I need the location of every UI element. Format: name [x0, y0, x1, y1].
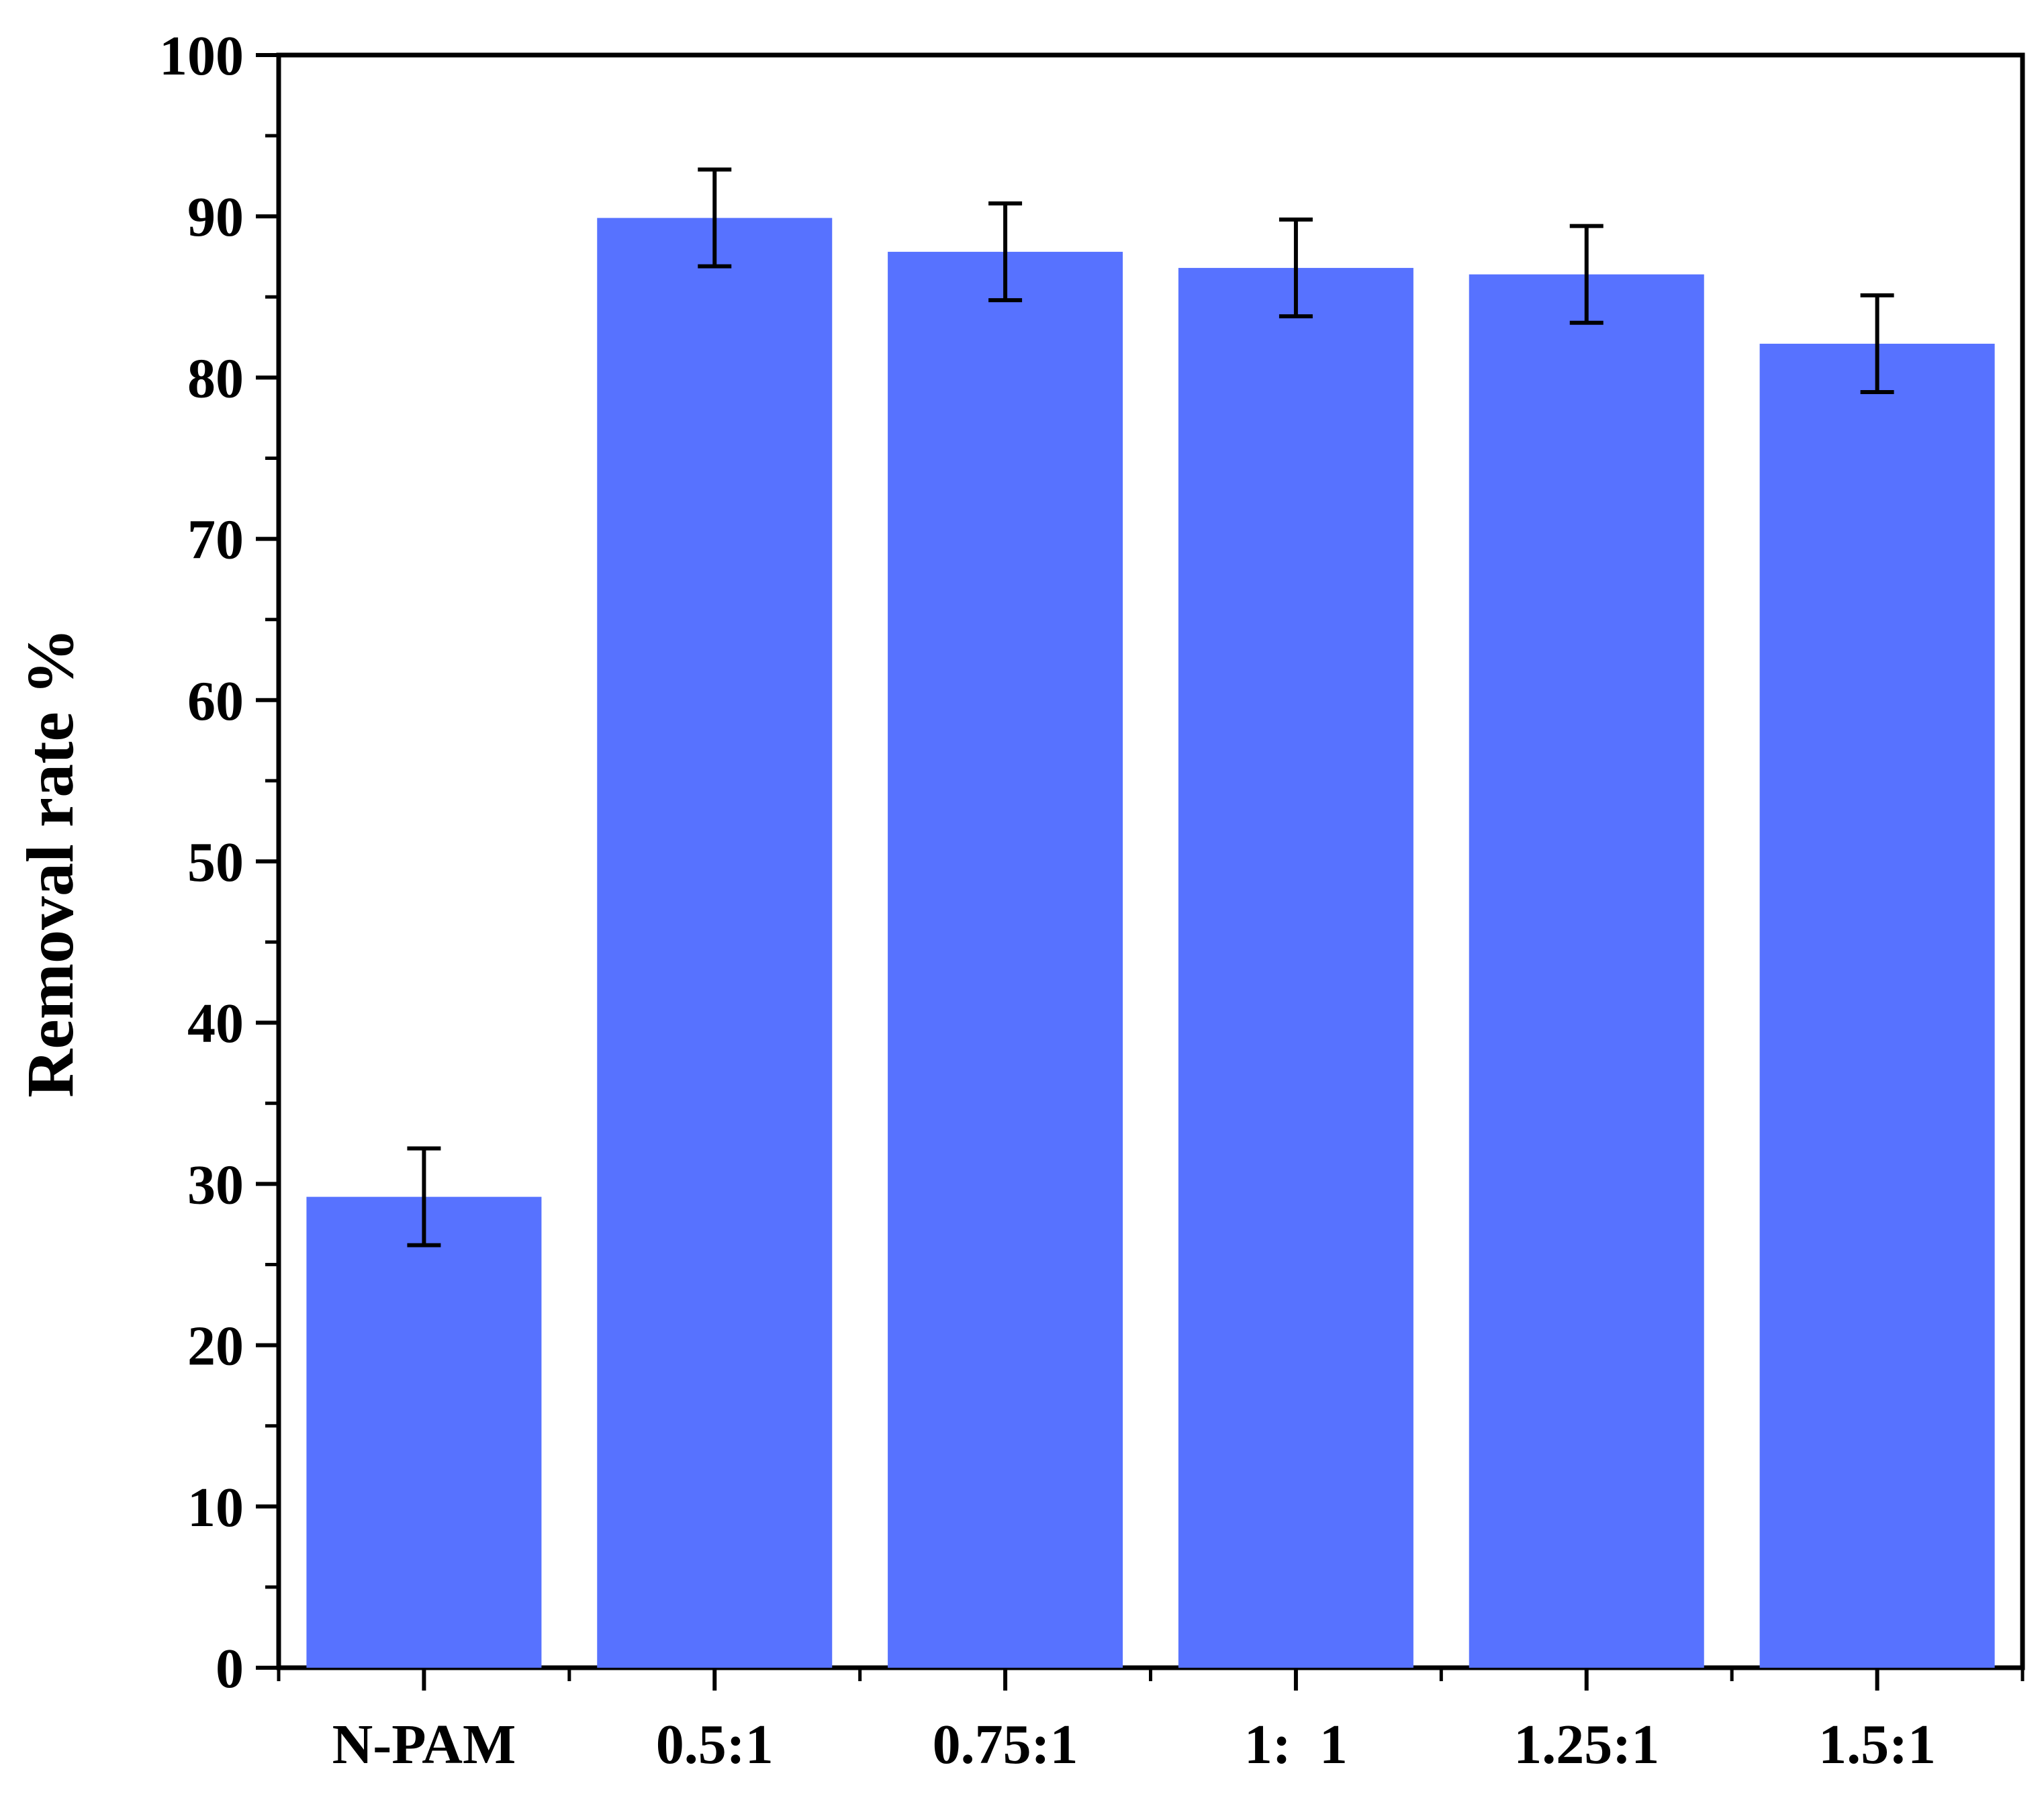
- y-axis: 0 10 20 30 40 50 60 70 80 90 100: [159, 25, 279, 1700]
- y-tick-label-50: 50: [187, 831, 244, 894]
- bar-5: [1759, 343, 1995, 1668]
- y-tick-label-0: 0: [216, 1638, 244, 1700]
- y-tick-label-20: 20: [187, 1315, 244, 1378]
- x-tick-label-4: 1.25:1: [1514, 1713, 1659, 1776]
- x-axis: N-PAM 0.5:1 0.75:1 1: 1 1.25:1 1.5:1: [277, 1668, 2025, 1776]
- bar-3: [1178, 268, 1413, 1668]
- x-tick-label-0: N-PAM: [332, 1713, 516, 1776]
- y-axis-title: Removal rate %: [13, 628, 87, 1098]
- bar-1: [597, 218, 833, 1668]
- y-tick-label-10: 10: [187, 1476, 244, 1539]
- y-tick-label-60: 60: [187, 670, 244, 732]
- bar-4: [1469, 274, 1704, 1668]
- bars: [306, 218, 1995, 1668]
- bar-2: [888, 252, 1123, 1668]
- y-tick-label-30: 30: [187, 1153, 244, 1216]
- bar-0: [306, 1196, 542, 1668]
- x-tick-label-1: 0.5:1: [656, 1713, 774, 1776]
- x-tick-label-5: 1.5:1: [1818, 1713, 1936, 1776]
- y-tick-label-40: 40: [187, 992, 244, 1055]
- y-tick-label-70: 70: [187, 509, 244, 571]
- x-tick-label-2: 0.75:1: [933, 1713, 1078, 1776]
- y-tick-label-80: 80: [187, 347, 244, 410]
- y-tick-label-100: 100: [159, 25, 244, 87]
- x-tick-label-3: 1: 1: [1244, 1713, 1348, 1776]
- y-tick-label-90: 90: [187, 186, 244, 248]
- error-bars: [407, 167, 1894, 1247]
